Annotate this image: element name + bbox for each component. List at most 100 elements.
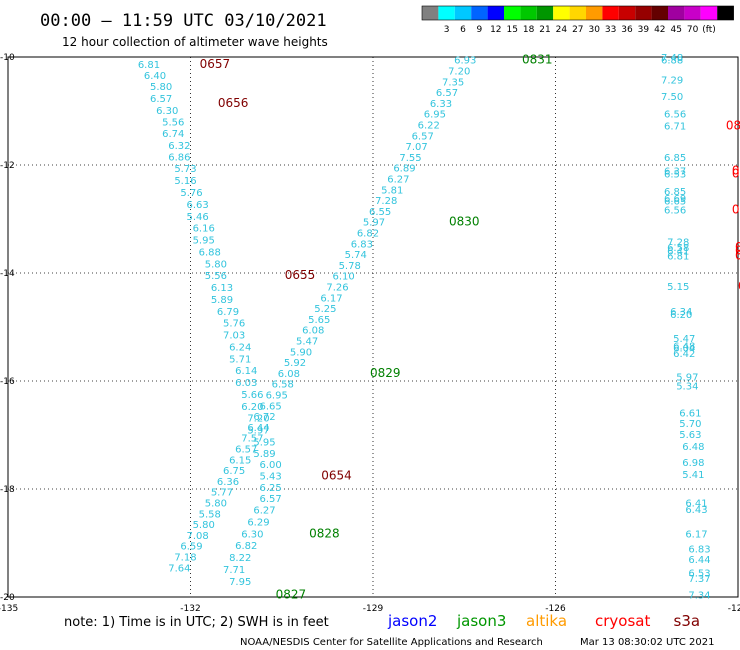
- wave-height-value: 6.83: [351, 239, 373, 250]
- wave-height-value: 6.58: [667, 243, 689, 254]
- wave-height-value: 5.97: [676, 373, 698, 384]
- wave-height-value: 7.07: [405, 142, 427, 153]
- wave-height-value: 5.71: [229, 354, 251, 365]
- footer-generated: Mar 13 08:30:02 UTC 2021: [580, 637, 715, 648]
- wave-height-value: 6.25: [259, 483, 281, 494]
- satellite-legend: jason2 jason3 altika cryosat s3a: [387, 612, 700, 630]
- pass-time-label: 0826: [735, 249, 740, 263]
- wave-height-value: 6.08: [302, 326, 324, 337]
- colorbar-label: 39: [638, 25, 650, 35]
- wave-height-value: 5.78: [339, 261, 361, 272]
- wave-height-value: 5.47: [296, 337, 318, 348]
- footer-note: note: 1) Time is in UTC; 2) SWH is in fe…: [64, 615, 329, 630]
- colorbar-swatch: [586, 6, 603, 20]
- colorbar-swatch: [454, 6, 472, 20]
- wave-height-value: 6.57: [259, 494, 281, 505]
- pass-time-label: 0828: [309, 526, 340, 540]
- lon-tick-label: -135: [0, 604, 18, 614]
- map-plot-area: -135-132-129-126-123-12-10-12-14-16-18-2…: [0, 53, 740, 614]
- colorbar-swatch: [717, 6, 734, 20]
- wave-height-value: 6.34: [670, 307, 692, 318]
- pass-time-label: 0827: [732, 202, 740, 216]
- wave-height-value: 7.64: [168, 563, 190, 574]
- wave-height-value: 6.65: [664, 197, 686, 208]
- wave-height-value: 5.25: [314, 304, 336, 315]
- wave-height-value: 6.65: [259, 401, 281, 412]
- colorbar-label: 45: [670, 25, 681, 35]
- wave-height-value: 5.80: [205, 259, 227, 270]
- grid-lines: [7, 56, 739, 598]
- wave-height-value: 5.76: [223, 319, 245, 330]
- wave-height-value: 6.75: [223, 466, 245, 477]
- colorbar-label: 27: [572, 25, 583, 35]
- wave-height-value: 7.55: [399, 153, 421, 164]
- colorbar-swatch: [487, 6, 504, 20]
- lat-tick-label: -12: [0, 161, 15, 171]
- wave-height-value: 5.76: [180, 188, 202, 199]
- wave-height-value: 6.27: [387, 175, 409, 186]
- colorbar-swatch: [536, 6, 554, 20]
- wave-height-value: 6.57: [436, 88, 458, 99]
- wave-height-value: 5.70: [679, 419, 701, 430]
- colorbar-swatch: [569, 6, 586, 20]
- wave-height-value: 6.15: [229, 455, 251, 466]
- wave-height-value: 6.85: [664, 153, 686, 164]
- wave-height-value: 6.82: [235, 541, 257, 552]
- wave-height-value: 7.03: [223, 331, 245, 342]
- legend-entry: s3a: [674, 612, 701, 630]
- wave-height-value: 6.58: [272, 380, 294, 391]
- wave-height-value: 5.81: [381, 185, 403, 196]
- wave-height-value: 6.79: [217, 307, 239, 318]
- colorbar-label: 18: [523, 25, 535, 35]
- wave-height-value: 7.26: [326, 283, 348, 294]
- wave-height-value: 6.61: [679, 408, 701, 419]
- lon-tick-label: -123: [728, 604, 740, 614]
- wave-height-value: 6.42: [673, 349, 695, 360]
- wave-height-value: 6.10: [332, 272, 354, 283]
- lat-tick-label: -20: [0, 593, 15, 603]
- lon-tick-label: -126: [545, 604, 566, 614]
- colorbar-swatch: [471, 6, 488, 20]
- wave-height-value: 7.71: [223, 565, 245, 576]
- wave-height-value: 6.41: [685, 499, 707, 510]
- wave-height-value: 6.82: [357, 229, 379, 240]
- pass-time-label: 0829: [370, 366, 401, 380]
- wave-height-value: 5.43: [259, 472, 281, 483]
- wave-height-value: 6.48: [673, 341, 695, 352]
- legend-entry: jason3: [456, 612, 506, 630]
- wave-height-value: 5.97: [247, 426, 269, 437]
- pass-time-label: 0827: [732, 163, 740, 177]
- wave-height-value: 5.63: [679, 430, 701, 441]
- axis-ticks: -135-132-129-126-123-12-10-12-14-16-18-2…: [0, 53, 740, 614]
- colorbar-swatch: [651, 6, 668, 20]
- wave-height-value: 6.40: [144, 71, 166, 82]
- lat-tick-label: -14: [0, 269, 15, 279]
- wave-height-value: 6.81: [667, 252, 689, 263]
- wave-height-value: 5.66: [241, 390, 263, 401]
- wave-height-value: 6.20: [241, 402, 263, 413]
- lat-tick-label: -10: [0, 53, 15, 63]
- footer-credit: NOAA/NESDIS Center for Satellite Applica…: [240, 637, 543, 648]
- wave-height-value: 7.18: [174, 553, 196, 564]
- wave-height-value: 6.74: [162, 129, 184, 140]
- wave-height-value: 5.95: [193, 236, 215, 247]
- wave-height-value: 5.80: [205, 499, 227, 510]
- colorbar-swatch: [422, 6, 439, 20]
- wave-height-value: 5.80: [150, 82, 172, 93]
- wave-height-value: 6.44: [247, 423, 269, 434]
- wave-height-value: 6.98: [682, 458, 704, 469]
- wave-height-value: 6.53: [688, 569, 710, 580]
- wave-height-value: 5.97: [363, 218, 385, 229]
- colorbar-label: (ft): [702, 25, 716, 35]
- lat-tick-label: -18: [0, 485, 15, 495]
- wave-height-value: 6.08: [278, 369, 300, 380]
- pass-time-label: 0655: [285, 268, 316, 282]
- pass-time-label: 0827: [726, 119, 740, 133]
- colorbar-swatch: [635, 6, 652, 20]
- colorbar-frame: [421, 5, 734, 21]
- page-subtitle: 12 hour collection of altimeter wave hei…: [62, 35, 328, 49]
- colorbar-label: 12: [490, 25, 501, 35]
- wave-height-value: 6.13: [211, 283, 233, 294]
- wave-height-value: 6.44: [688, 555, 710, 566]
- wave-height-value: 6.57: [412, 131, 434, 142]
